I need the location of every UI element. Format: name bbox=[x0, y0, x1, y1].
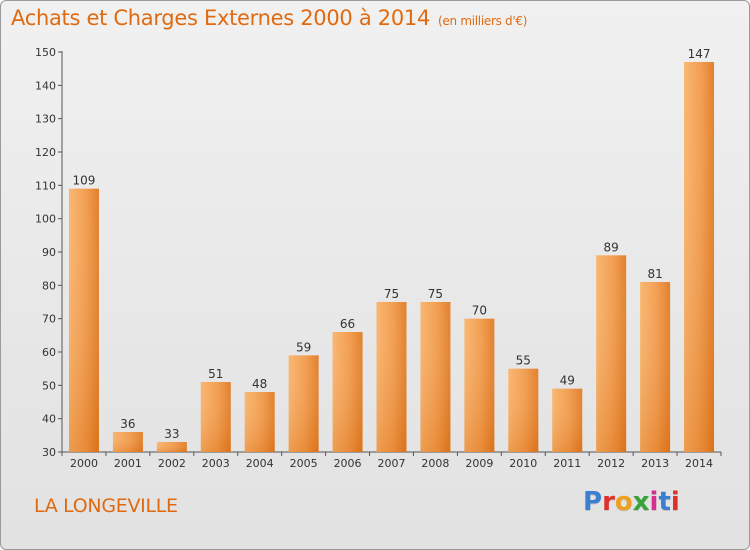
bar-shade bbox=[420, 302, 451, 452]
bar-shade bbox=[332, 332, 363, 452]
y-tick-label: 140 bbox=[35, 79, 56, 92]
x-tick-label: 2006 bbox=[334, 457, 362, 470]
chart-title: Achats et Charges Externes 2000 à 2014 (e… bbox=[11, 6, 527, 30]
x-tick-label: 2000 bbox=[70, 457, 98, 470]
proxiti-logo: Proxiti bbox=[583, 487, 680, 517]
x-tick-label: 2008 bbox=[421, 457, 449, 470]
logo-letter: i bbox=[649, 487, 659, 517]
x-tick-label: 2011 bbox=[553, 457, 581, 470]
y-tick-label: 60 bbox=[42, 346, 56, 359]
logo-letter: r bbox=[602, 487, 615, 517]
bar-shade bbox=[244, 392, 275, 452]
bar-shade bbox=[68, 188, 99, 452]
y-tick-label: 40 bbox=[42, 413, 56, 426]
y-tick-label: 30 bbox=[42, 446, 56, 459]
title-text: Achats et Charges Externes 2000 à 2014 bbox=[11, 6, 431, 30]
title-unit: (en milliers d'€) bbox=[438, 14, 528, 28]
logo-letter: t bbox=[658, 487, 671, 517]
y-tick-label: 50 bbox=[42, 379, 56, 392]
data-label: 49 bbox=[560, 374, 575, 388]
bar-shade bbox=[640, 282, 671, 452]
bar-shade bbox=[376, 302, 407, 452]
data-label: 75 bbox=[384, 287, 399, 301]
bar-shade bbox=[156, 442, 187, 452]
y-tick-label: 120 bbox=[35, 146, 56, 159]
bar-shade bbox=[112, 432, 143, 452]
y-tick-label: 110 bbox=[35, 179, 56, 192]
x-tick-label: 2009 bbox=[465, 457, 493, 470]
bar-shade bbox=[200, 382, 231, 452]
data-label: 51 bbox=[208, 367, 223, 381]
y-tick-label: 70 bbox=[42, 313, 56, 326]
data-label: 66 bbox=[340, 317, 355, 331]
x-tick-label: 2003 bbox=[202, 457, 230, 470]
data-label: 48 bbox=[252, 377, 267, 391]
x-tick-label: 2010 bbox=[509, 457, 537, 470]
y-tick-label: 100 bbox=[35, 213, 56, 226]
data-label: 81 bbox=[647, 267, 662, 281]
y-tick-label: 130 bbox=[35, 113, 56, 126]
bar-shade bbox=[596, 255, 627, 452]
data-label: 59 bbox=[296, 340, 311, 354]
x-tick-label: 2012 bbox=[597, 457, 625, 470]
x-tick-label: 2013 bbox=[641, 457, 669, 470]
data-label: 109 bbox=[73, 174, 96, 188]
bar-shade bbox=[508, 368, 539, 452]
data-label: 36 bbox=[120, 417, 135, 431]
x-tick-label: 2002 bbox=[158, 457, 186, 470]
bar-shade bbox=[464, 318, 495, 452]
data-label: 55 bbox=[516, 354, 531, 368]
y-tick-label: 80 bbox=[42, 279, 56, 292]
y-tick-label: 90 bbox=[42, 246, 56, 259]
logo-letter: x bbox=[632, 487, 650, 517]
logo-letter: o bbox=[614, 487, 633, 517]
data-label: 33 bbox=[164, 427, 179, 441]
x-tick-label: 2004 bbox=[246, 457, 274, 470]
data-label: 70 bbox=[472, 304, 487, 318]
bar-shade bbox=[552, 388, 583, 452]
bar-shade bbox=[684, 62, 715, 452]
x-tick-label: 2001 bbox=[114, 457, 142, 470]
x-tick-label: 2007 bbox=[378, 457, 406, 470]
bar-shade bbox=[288, 355, 319, 452]
logo-letter: P bbox=[583, 487, 603, 517]
logo-letter: i bbox=[670, 487, 680, 517]
data-label: 89 bbox=[604, 240, 619, 254]
data-label: 147 bbox=[688, 47, 711, 61]
commune-name: LA LONGEVILLE bbox=[34, 495, 178, 517]
x-tick-label: 2014 bbox=[685, 457, 713, 470]
data-label: 75 bbox=[428, 287, 443, 301]
x-tick-label: 2005 bbox=[290, 457, 318, 470]
y-tick-label: 150 bbox=[35, 46, 56, 59]
